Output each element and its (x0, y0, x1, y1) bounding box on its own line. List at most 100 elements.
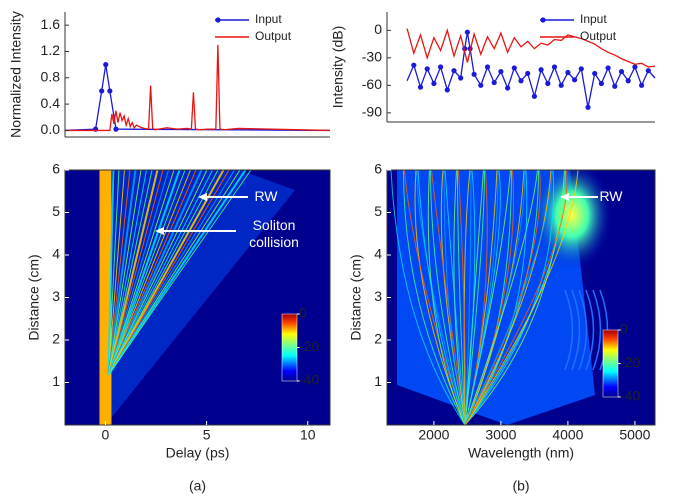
series-marker (431, 80, 437, 87)
y-tick-label: 2 (52, 331, 60, 347)
heatmap-trace (417, 170, 466, 425)
heatmap-trace (108, 170, 252, 376)
heatmap-trace (431, 170, 466, 425)
heatmap-glow (105, 170, 296, 425)
annotation-arrowhead (198, 193, 207, 201)
y-tick-label: 1.2 (41, 42, 61, 58)
y-tick-label: 2 (374, 331, 382, 347)
heatmap-trace (107, 170, 247, 376)
series-marker (458, 75, 464, 81)
y-axis-label: Distance (cm) (348, 254, 364, 340)
heatmap-trace (107, 170, 203, 376)
series-marker (545, 80, 551, 87)
heatmap-trace (464, 170, 541, 425)
annotation: RW (599, 188, 623, 204)
series-marker (424, 66, 430, 72)
heatmap-trace (107, 170, 186, 376)
x-axis-label: Delay (ps) (166, 445, 230, 461)
colorbar-label: 0 (620, 321, 628, 337)
series-marker (525, 70, 531, 77)
heatmap-trace (464, 170, 472, 425)
series-marker (451, 68, 457, 74)
heatmap-trace (108, 170, 213, 376)
legend-label: Output (255, 29, 292, 43)
heatmap-trace (430, 170, 466, 425)
heatmap-trace (464, 170, 476, 425)
y-tick-label: 3 (374, 288, 382, 304)
x-tick-label: 4000 (552, 427, 583, 443)
series-marker (578, 66, 584, 72)
heatmap-trace (108, 170, 235, 376)
series-marker (645, 68, 651, 74)
heatmap-trace (464, 170, 565, 425)
colorbar-label: -20 (299, 338, 319, 354)
x-tick-label: 5000 (619, 427, 650, 443)
colorbar-label: -40 (620, 388, 640, 404)
series-marker (478, 82, 484, 88)
heatmap-fringe (592, 289, 602, 371)
heatmap-trace (464, 170, 555, 425)
y-tick-label: 3 (52, 288, 60, 304)
heatmap-trace (404, 170, 466, 425)
series-line (406, 28, 656, 68)
caption: (b) (512, 478, 529, 494)
y-tick-label: 1.6 (41, 16, 61, 32)
series-marker (632, 64, 638, 70)
x-tick-label: 2000 (418, 427, 449, 443)
y-tick-label: 5 (52, 203, 60, 219)
heatmap-trace (107, 170, 164, 376)
series-marker (484, 64, 491, 70)
series-marker (471, 71, 477, 77)
y-tick-label: 0 (374, 21, 382, 37)
legend-label: Input (580, 12, 607, 26)
y-tick-label: 1 (52, 373, 60, 389)
colorbar-label: -40 (299, 372, 319, 388)
series-marker (625, 78, 631, 84)
heatmap-trace (107, 170, 120, 376)
heatmap-trace (107, 170, 115, 376)
series-marker (99, 88, 105, 94)
series-marker (639, 82, 645, 88)
heatmap-trace (457, 170, 466, 425)
heatmap-trace (390, 170, 466, 425)
colorbar (281, 313, 298, 382)
y-tick-label: 4 (52, 246, 60, 262)
heatmap-rw-glow (532, 170, 612, 270)
heatmap-trace (107, 170, 147, 376)
heatmap-image (65, 170, 330, 425)
x-tick-label: 5 (203, 427, 211, 443)
heatmap-trace (458, 170, 466, 425)
series-line (65, 44, 331, 132)
y-tick-label: -30 (362, 49, 382, 65)
legend-label: Output (580, 29, 617, 43)
x-tick-label: 10 (300, 427, 316, 443)
series-marker (103, 62, 109, 68)
y-tick-label: 0.8 (41, 68, 61, 84)
heatmap-trace (464, 170, 501, 425)
series-marker (444, 87, 450, 93)
annotation-box: Soliton collision (249, 217, 299, 250)
annotation: Soliton collision (249, 217, 299, 250)
heatmap-trace (444, 170, 466, 425)
heatmap-fringe (578, 289, 588, 371)
y-tick-label: 0.0 (41, 121, 61, 137)
annotation: RW (254, 188, 278, 204)
heatmap-trace (107, 170, 125, 376)
legend-marker (215, 17, 221, 23)
heatmap-trace (107, 170, 137, 376)
series-marker (511, 65, 517, 71)
y-axis-label: Distance (cm) (26, 254, 42, 340)
series-marker (107, 88, 113, 94)
series-marker (464, 29, 470, 35)
series-line (64, 64, 331, 132)
heatmap-fringe (571, 289, 581, 371)
heatmap-trace (463, 170, 471, 425)
heatmap-fringe (564, 289, 574, 371)
y-tick-label: 6 (52, 161, 60, 177)
y-axis-label: Intensity (dB) (330, 26, 346, 108)
series-marker (605, 65, 611, 71)
heatmap-trace (464, 170, 538, 425)
heatmap-trace (107, 170, 225, 376)
x-tick-label: 0 (102, 427, 110, 443)
